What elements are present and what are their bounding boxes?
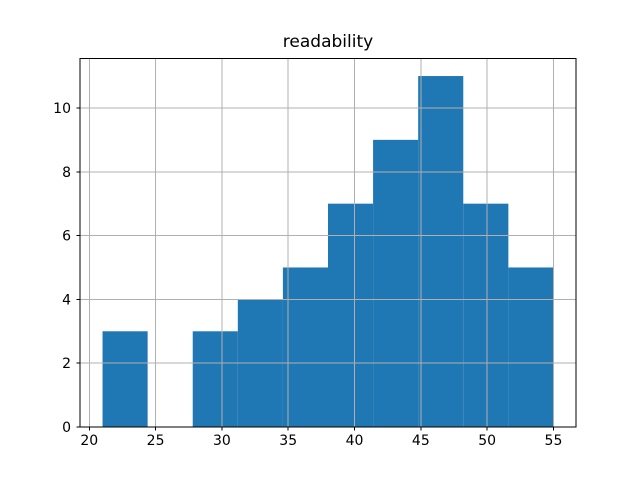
y-tick-label: 8	[62, 165, 71, 181]
x-tick-label: 55	[545, 433, 563, 449]
y-tick-label: 4	[62, 292, 71, 308]
histogram-bar	[282, 267, 328, 427]
x-tick-label: 20	[80, 433, 98, 449]
histogram-bar	[463, 203, 509, 427]
axes-frame	[79, 58, 577, 428]
y-tick-label: 10	[53, 101, 71, 117]
y-tick-label: 0	[62, 420, 71, 436]
x-tick-label: 30	[213, 433, 231, 449]
x-tick-label: 35	[279, 433, 297, 449]
histogram-bar	[192, 331, 238, 427]
x-tick-label: 45	[412, 433, 430, 449]
histogram-bar	[418, 76, 464, 428]
tick-labels-layer: 20 25 30 35 40 45 50 55 0 2 4 6 8 10	[53, 101, 562, 449]
histogram-bar	[373, 139, 419, 427]
histogram-bar	[508, 267, 554, 427]
bars-layer	[102, 76, 554, 428]
histogram-bar	[328, 203, 374, 427]
y-tick-label: 6	[62, 229, 71, 245]
histogram-bar	[102, 331, 148, 427]
x-tick-label: 40	[346, 433, 364, 449]
chart-title: readability	[283, 32, 373, 52]
x-tick-label: 50	[478, 433, 496, 449]
x-tick-label: 25	[147, 433, 165, 449]
y-tick-label: 2	[62, 356, 71, 372]
axis-ticks-layer	[76, 107, 554, 431]
